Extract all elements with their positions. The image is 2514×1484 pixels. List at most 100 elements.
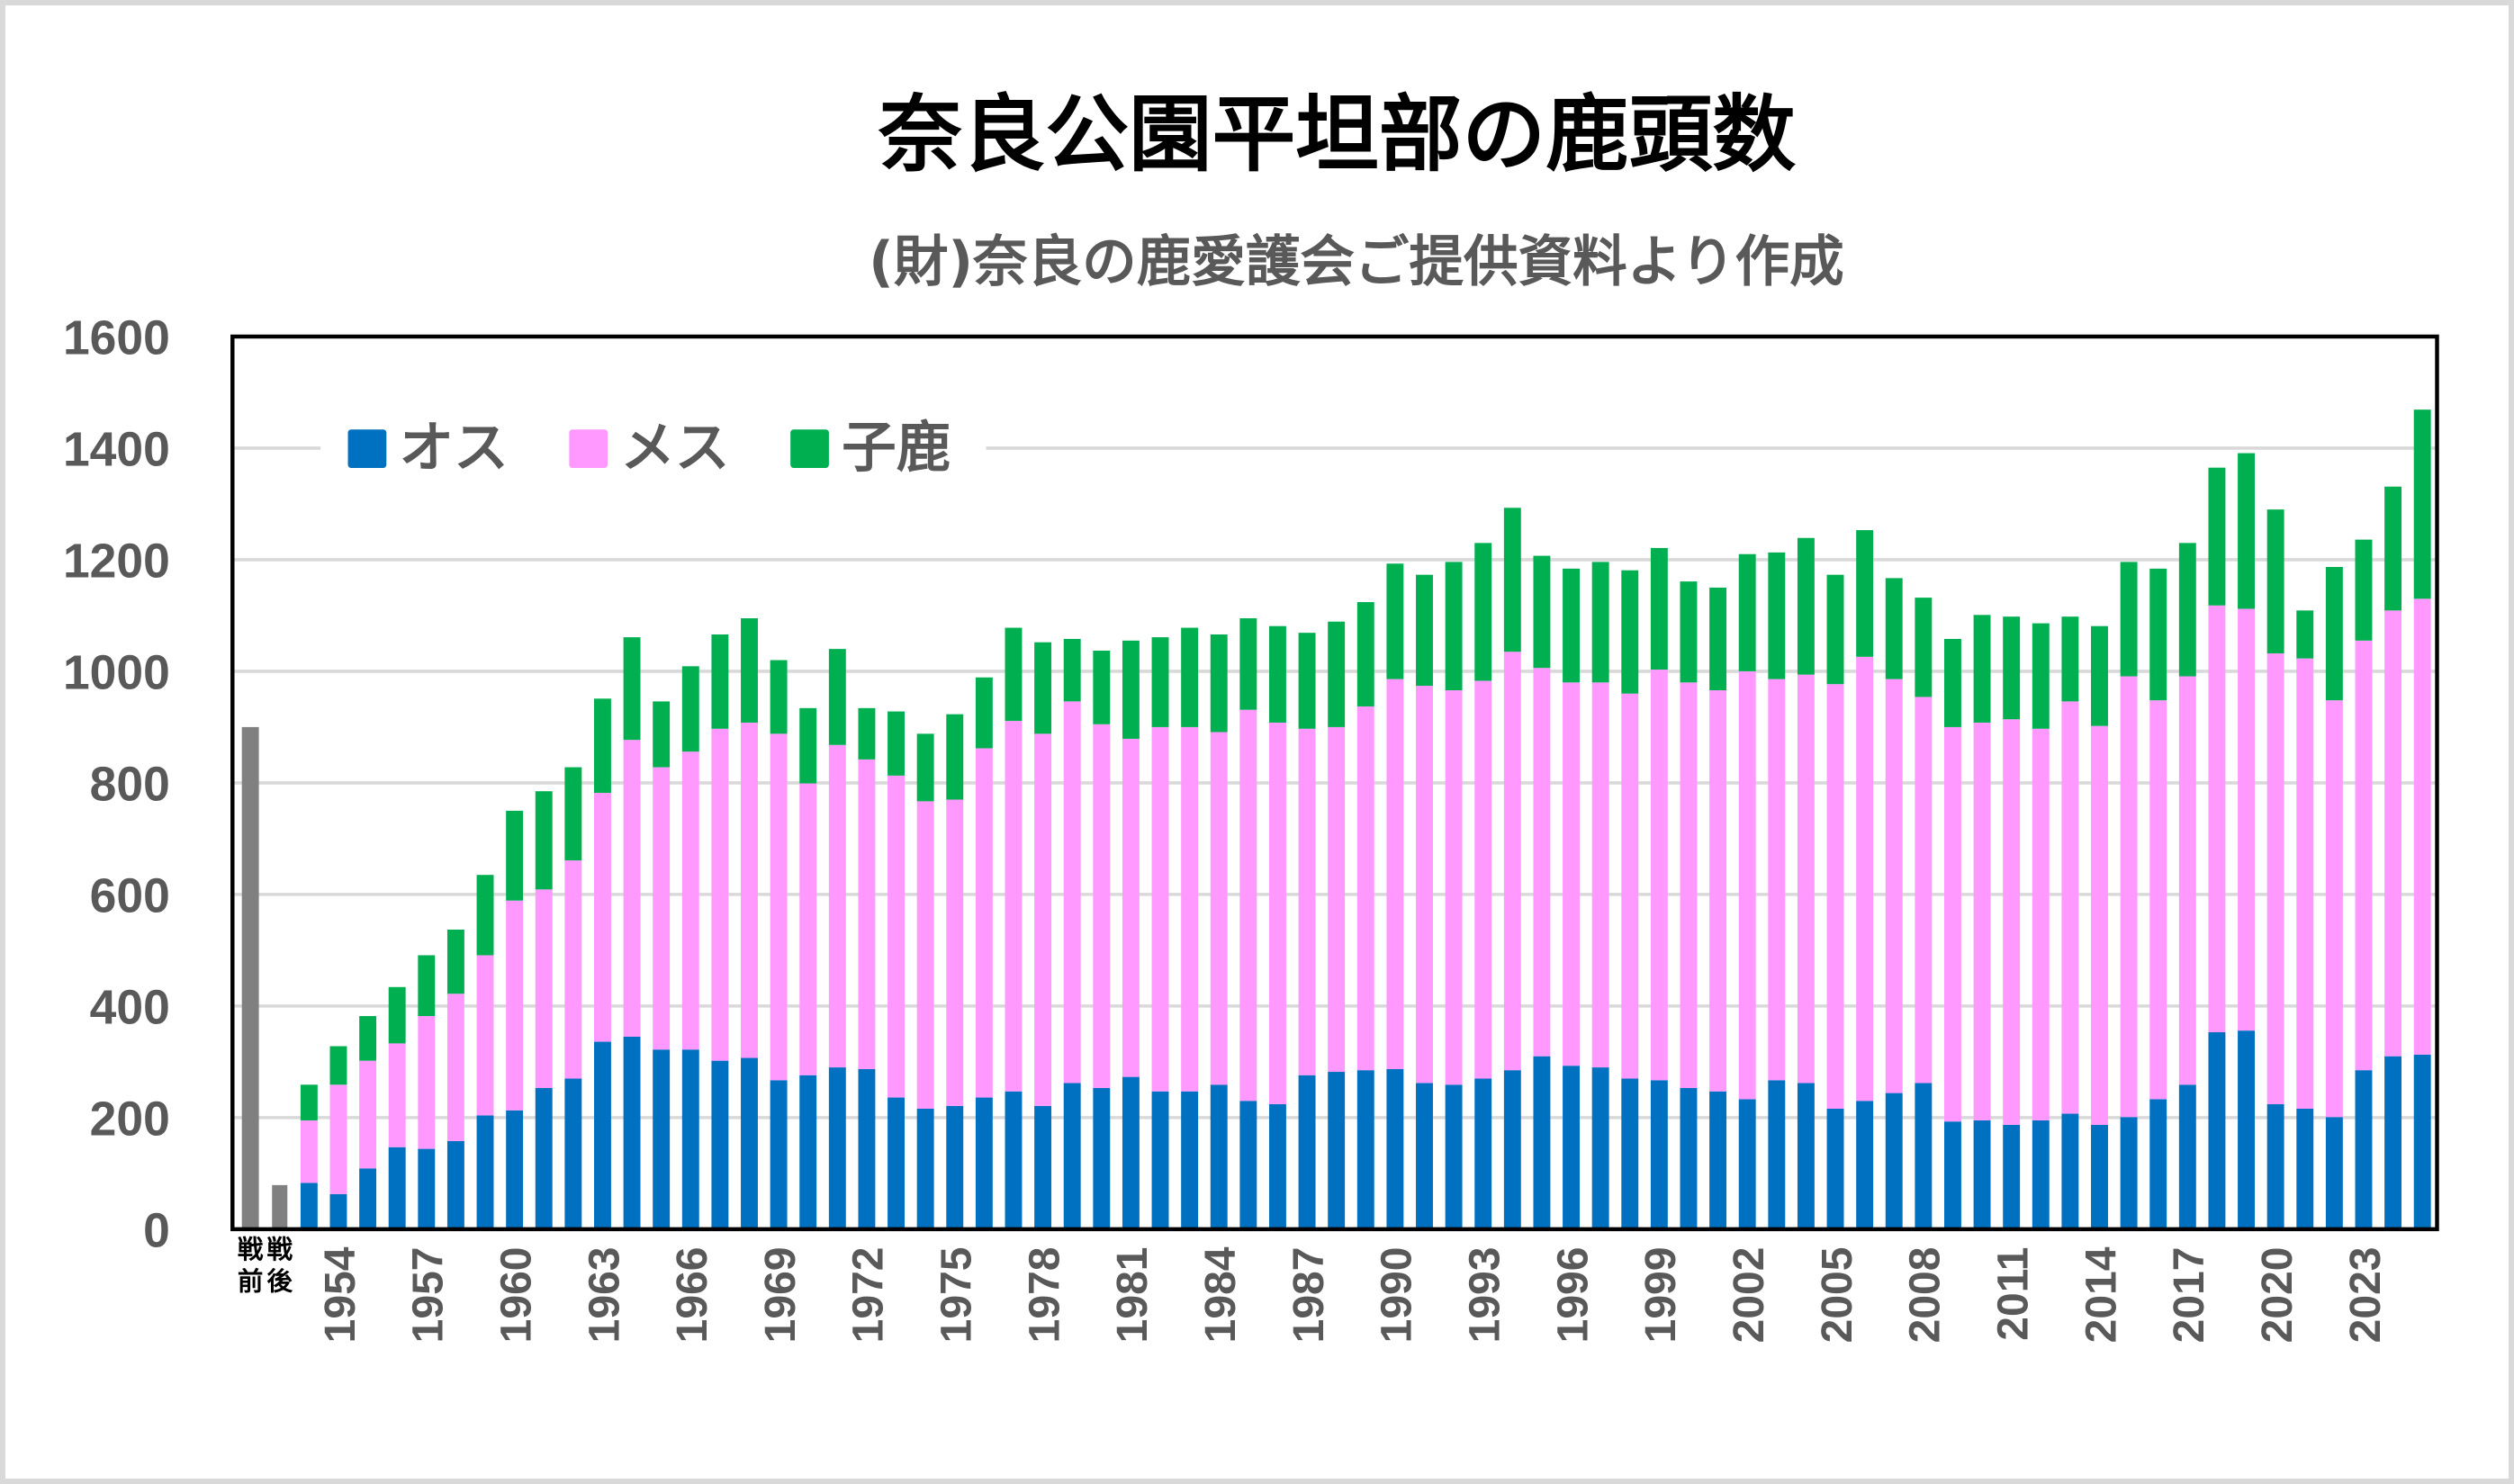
bar-fawn-2023 [2355,539,2373,641]
bar-fawn-2010 [1973,615,1991,723]
bar-female-1953 [300,1120,318,1183]
bar-male-1979 [1063,1083,1081,1229]
bar-male-1955 [359,1168,377,1229]
legend-swatch-male [347,429,387,468]
bar-fawn-1963 [593,698,611,794]
y-tick-label: 200 [90,1093,170,1146]
x-tick-label: 2005 [1813,1246,1861,1343]
bar-female-2022 [2325,700,2343,1118]
bar-female-2019 [2238,608,2255,1031]
bar-female-1982 [1151,726,1169,1092]
bar-fawn-1996 [1563,568,1580,683]
bar-male-1993 [1474,1078,1492,1229]
bar-fawn-1995 [1533,555,1551,669]
bar-female-2016 [2149,700,2167,1100]
bar-female-2010 [1973,722,1991,1120]
bar-fawn-1981 [1122,640,1140,739]
bar-male-2015 [2120,1117,2138,1229]
x-tick-label: 1972 [844,1246,893,1343]
bar-male-1967 [711,1060,729,1229]
bar-fawn-1991 [1416,574,1433,687]
bar-female-2001 [1709,690,1727,1092]
bar-female-2006 [1856,656,1874,1102]
legend-label-female: メス [620,417,729,480]
bar-male-1975 [946,1105,964,1229]
x-tick-label: 2017 [2165,1246,2213,1343]
bar-fawn-2003 [1768,552,1786,679]
bar-female-1967 [711,728,729,1061]
bar-male-2012 [2032,1120,2050,1229]
bar-female-1991 [1416,686,1433,1084]
chart-title: 奈良公園平坦部の鹿頭数 [878,86,1796,184]
bar-fawn-2001 [1709,587,1727,691]
bar-female-1976 [975,748,993,1098]
bar-female-1978 [1034,733,1052,1106]
bar-fawn-1997 [1591,562,1609,683]
bar-male-2013 [2061,1113,2079,1229]
bar-female-1957 [418,1016,436,1149]
bar-female-1959 [476,955,494,1116]
bar-male-2021 [2296,1108,2314,1229]
x-tick-label-top: 戦 [267,1235,293,1264]
bar-male-1988 [1328,1072,1346,1229]
bar-female-2012 [2032,728,2050,1120]
bar-fawn-2004 [1797,537,1815,675]
bar-male-2025 [2413,1054,2431,1229]
bar-fawn-1993 [1474,543,1492,681]
bar-male-1995 [1533,1056,1551,1229]
bar-fawn-1976 [975,677,993,749]
bar-male-1956 [388,1147,406,1229]
x-tick-label: 2020 [2253,1246,2302,1343]
bar-fawn-1986 [1268,625,1286,723]
bar-female-1994 [1503,652,1521,1071]
bar-female-1993 [1474,680,1492,1079]
bar-female-2013 [2061,701,2079,1114]
bar-female-1981 [1122,738,1140,1077]
bar-male-1982 [1151,1091,1169,1229]
bar-fawn-1969 [770,660,788,734]
bar-fawn-1978 [1034,642,1052,734]
bar-fawn-1956 [388,986,406,1044]
bar-male-2005 [1826,1108,1844,1229]
bar-fawn-1957 [418,955,436,1017]
bar-male-2016 [2149,1099,2167,1229]
legend-swatch-fawn [790,429,829,468]
bar-fawn-1971 [828,649,846,745]
x-tick-label: 1957 [404,1246,453,1343]
bar-fawn-1998 [1621,570,1639,694]
bar-male-1973 [888,1097,905,1229]
bar-male-1964 [623,1036,641,1229]
bar-female-1990 [1386,679,1404,1069]
bar-female-2005 [1826,684,1844,1109]
bar-fawn-1985 [1239,618,1257,710]
bar-male-2023 [2355,1070,2373,1229]
bar-fawn-1954 [329,1046,347,1085]
bar-male-2001 [1709,1091,1727,1229]
bar-female-1999 [1650,670,1668,1081]
bar-female-2018 [2208,605,2226,1033]
bar-male-1987 [1298,1075,1316,1229]
bar-female-2003 [1768,679,1786,1081]
x-tick-label: 1969 [756,1246,805,1343]
x-tick-label: 1987 [1284,1246,1333,1343]
legend-swatch-female [569,429,608,468]
bar-female-1962 [564,860,582,1079]
y-tick-label: 800 [90,759,170,812]
bar-female-1965 [653,767,671,1050]
bar-fawn-1955 [359,1016,377,1061]
bar-fawn-1972 [858,707,876,760]
bar-male-1970 [799,1075,817,1229]
bar-fawn-1987 [1298,633,1316,729]
bar-female-1983 [1181,726,1199,1092]
x-tick-label: 1978 [1020,1246,1068,1343]
bar-male-1972 [858,1068,876,1229]
bar-male-2022 [2325,1117,2343,1229]
y-tick-label: 1600 [63,312,170,365]
bar-fawn-2013 [2061,616,2079,702]
bar-male-1960 [506,1110,524,1229]
bar-fawn-1999 [1650,547,1668,670]
bar-male-1968 [741,1057,758,1229]
bar-male-1966 [681,1049,699,1229]
bar-female-1963 [593,793,611,1042]
y-tick-label: 0 [143,1204,170,1257]
